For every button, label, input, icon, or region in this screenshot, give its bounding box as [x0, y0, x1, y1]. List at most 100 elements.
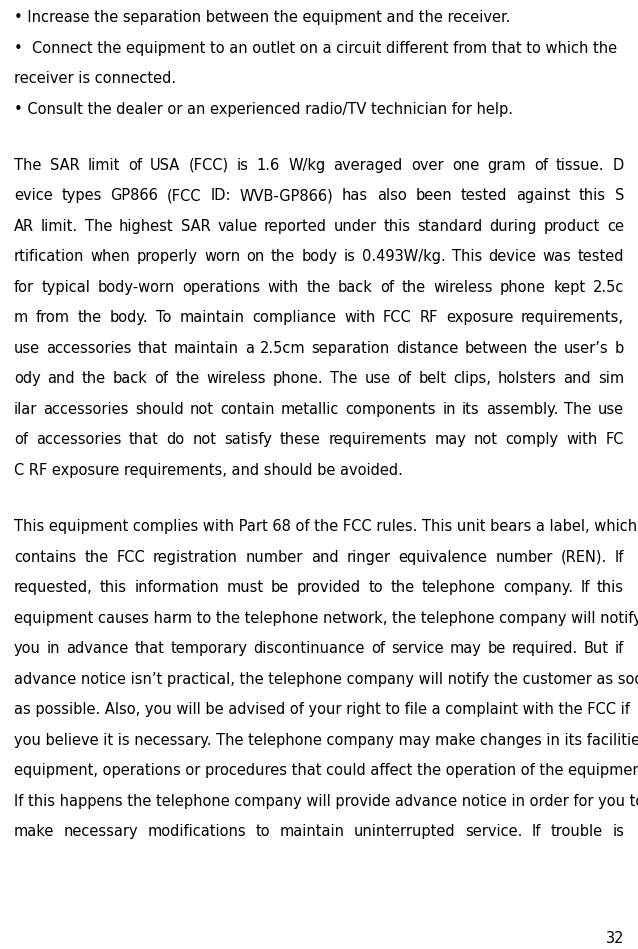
Text: with: with — [344, 310, 375, 326]
Text: has: has — [342, 189, 368, 203]
Text: clips,: clips, — [453, 371, 491, 386]
Text: use: use — [598, 402, 624, 417]
Text: should: should — [135, 402, 184, 417]
Text: metallic: metallic — [281, 402, 339, 417]
Text: of: of — [397, 371, 412, 386]
Text: this: this — [383, 219, 411, 233]
Text: gram: gram — [487, 158, 526, 173]
Text: the: the — [271, 250, 295, 265]
Text: FC: FC — [605, 433, 624, 447]
Text: This: This — [452, 250, 482, 265]
Text: device: device — [488, 250, 536, 265]
Text: service.: service. — [465, 825, 523, 839]
Text: during: during — [489, 219, 537, 233]
Text: back: back — [113, 371, 148, 386]
Text: tissue.: tissue. — [556, 158, 605, 173]
Text: of: of — [154, 371, 168, 386]
Text: GP866: GP866 — [110, 189, 158, 203]
Text: compliance: compliance — [252, 310, 336, 326]
Text: do: do — [167, 433, 184, 447]
Text: these: these — [279, 433, 320, 447]
Text: WVB-GP866): WVB-GP866) — [240, 189, 333, 203]
Text: must: must — [226, 581, 263, 595]
Text: equipment, operations or procedures that could affect the operation of the equip: equipment, operations or procedures that… — [14, 763, 638, 778]
Text: The: The — [564, 402, 591, 417]
Text: the: the — [82, 371, 106, 386]
Text: RF: RF — [420, 310, 438, 326]
Text: contain: contain — [220, 402, 275, 417]
Text: to: to — [368, 581, 383, 595]
Text: wireless: wireless — [207, 371, 266, 386]
Text: ID:: ID: — [211, 189, 231, 203]
Text: accessories: accessories — [46, 341, 131, 356]
Text: receiver is connected.: receiver is connected. — [14, 71, 176, 86]
Text: and: and — [311, 549, 339, 565]
Text: The: The — [14, 158, 41, 173]
Text: required.: required. — [512, 642, 578, 657]
Text: one: one — [452, 158, 479, 173]
Text: equivalence: equivalence — [398, 549, 487, 565]
Text: of: of — [380, 280, 394, 295]
Text: of: of — [371, 642, 385, 657]
Text: modifications: modifications — [148, 825, 246, 839]
Text: is: is — [612, 825, 624, 839]
Text: the: the — [534, 341, 558, 356]
Text: and: and — [48, 371, 75, 386]
Text: phone.: phone. — [273, 371, 323, 386]
Text: not: not — [192, 433, 216, 447]
Text: be: be — [271, 581, 290, 595]
Text: satisfy: satisfy — [224, 433, 272, 447]
Text: on: on — [246, 250, 265, 265]
Text: not: not — [474, 433, 498, 447]
Text: • Consult the dealer or an experienced radio/TV technician for help.: • Consult the dealer or an experienced r… — [14, 102, 513, 117]
Text: requested,: requested, — [14, 581, 93, 595]
Text: of: of — [14, 433, 28, 447]
Text: S: S — [614, 189, 624, 203]
Text: been: been — [415, 189, 452, 203]
Text: comply: comply — [506, 433, 559, 447]
Text: provided: provided — [297, 581, 361, 595]
Text: W/kg: W/kg — [288, 158, 325, 173]
Text: •  Connect the equipment to an outlet on a circuit different from that to which : • Connect the equipment to an outlet on … — [14, 41, 617, 55]
Text: accessories: accessories — [43, 402, 129, 417]
Text: that: that — [135, 642, 165, 657]
Text: against: against — [516, 189, 570, 203]
Text: information: information — [135, 581, 219, 595]
Text: kept: kept — [553, 280, 585, 295]
Text: • Increase the separation between the equipment and the receiver.: • Increase the separation between the eq… — [14, 10, 510, 25]
Text: advance notice isn’t practical, the telephone company will notify the customer a: advance notice isn’t practical, the tele… — [14, 672, 638, 687]
Text: limit.: limit. — [41, 219, 78, 233]
Text: may: may — [434, 433, 466, 447]
Text: If: If — [580, 581, 590, 595]
Text: was: was — [542, 250, 571, 265]
Text: body: body — [301, 250, 338, 265]
Text: C RF exposure requirements, and should be avoided.: C RF exposure requirements, and should b… — [14, 463, 403, 478]
Text: (FCC): (FCC) — [188, 158, 228, 173]
Text: b: b — [615, 341, 624, 356]
Text: service: service — [391, 642, 443, 657]
Text: operations: operations — [182, 280, 260, 295]
Text: tested: tested — [461, 189, 507, 203]
Text: in: in — [47, 642, 61, 657]
Text: ce: ce — [607, 219, 624, 233]
Text: FCC: FCC — [383, 310, 412, 326]
Text: you believe it is necessary. The telephone company may make changes in its facil: you believe it is necessary. The telepho… — [14, 733, 638, 748]
Text: SAR: SAR — [50, 158, 79, 173]
Text: FCC: FCC — [116, 549, 145, 565]
Text: necessary: necessary — [64, 825, 138, 839]
Text: the: the — [401, 280, 426, 295]
Text: user’s: user’s — [564, 341, 609, 356]
Text: If: If — [614, 549, 624, 565]
Text: holsters: holsters — [498, 371, 556, 386]
Text: wireless: wireless — [433, 280, 493, 295]
Text: may: may — [449, 642, 481, 657]
Text: maintain: maintain — [279, 825, 345, 839]
Text: number: number — [495, 549, 553, 565]
Text: use: use — [14, 341, 40, 356]
Text: make: make — [14, 825, 54, 839]
Text: averaged: averaged — [334, 158, 403, 173]
Text: body-worn: body-worn — [98, 280, 175, 295]
Text: AR: AR — [14, 219, 34, 233]
Text: SAR: SAR — [181, 219, 211, 233]
Text: ody: ody — [14, 371, 41, 386]
